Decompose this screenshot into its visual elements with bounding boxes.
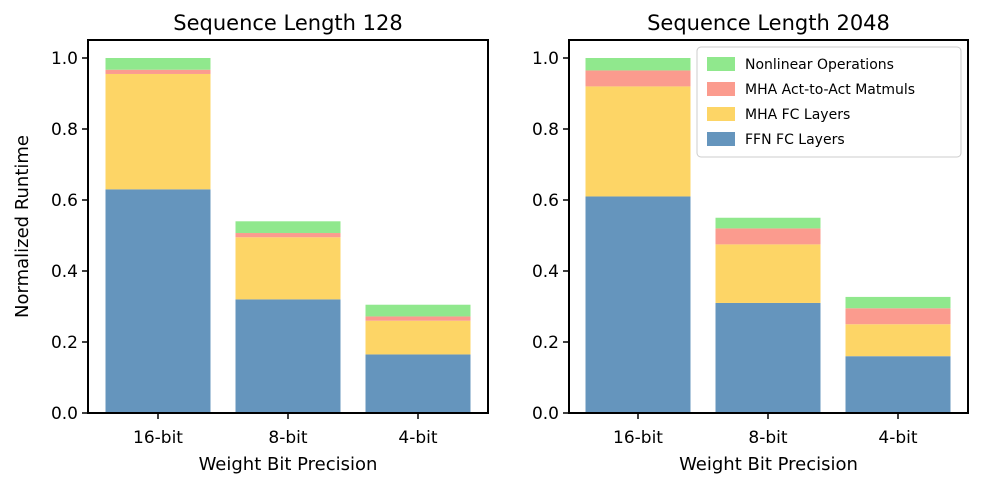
bar-8-bit-mha-fc-layers	[235, 237, 341, 300]
legend-label: FFN FC Layers	[745, 132, 845, 148]
bar-8-bit-ffn-fc-layers	[715, 302, 821, 413]
y-axis-label: Normalized Runtime	[12, 135, 33, 318]
x-tick-label: 4-bit	[398, 428, 437, 448]
y-tick-label: 0.8	[51, 120, 78, 140]
bar-8-bit-ffn-fc-layers	[235, 299, 341, 413]
x-tick-label: 16-bit	[133, 428, 183, 448]
y-tick-label: 0.2	[532, 333, 559, 353]
y-tick-label: 0.4	[532, 262, 559, 282]
bar-4-bit-ffn-fc-layers	[365, 354, 471, 413]
x-tick-label: 4-bit	[878, 428, 917, 448]
bar-8-bit-mha-fc-layers	[715, 244, 821, 303]
bar-4-bit-nonlinear-operations	[845, 296, 951, 309]
bar-16-bit-nonlinear-operations	[105, 58, 211, 70]
y-tick-label: 1.0	[51, 49, 78, 69]
x-axis-label: Weight Bit Precision	[199, 454, 378, 475]
bar-8-bit-mha-act-to-act-matmuls	[715, 228, 821, 245]
x-tick-label: 8-bit	[748, 428, 787, 448]
bar-4-bit-mha-act-to-act-matmuls	[845, 308, 951, 325]
x-axis-label: Weight Bit Precision	[679, 454, 858, 475]
legend-swatch	[707, 57, 735, 71]
bar-16-bit-mha-act-to-act-matmuls	[105, 69, 211, 74]
bar-16-bit-ffn-fc-layers	[105, 189, 211, 413]
y-tick-label: 0.4	[51, 262, 78, 282]
chart-panel-2: 0.0 0.2 0.4 0.6 0.8 1.0 16-bit 8-bit 4-bit Sequen…	[532, 11, 969, 475]
y-tick-label: 0.8	[532, 120, 559, 140]
bar-4-bit-mha-fc-layers	[845, 324, 951, 357]
bar-8-bit-nonlinear-operations	[235, 221, 341, 234]
bar-8-bit-nonlinear-operations	[715, 217, 821, 229]
chart-title: Sequence Length 2048	[647, 11, 890, 35]
y-tick-label: 0.6	[51, 191, 78, 211]
bar-4-bit-mha-fc-layers	[365, 320, 471, 355]
legend-label: Nonlinear Operations	[745, 57, 894, 73]
chart-title: Sequence Length 128	[173, 11, 402, 35]
y-tick-label: 0.2	[51, 333, 78, 353]
bar-16-bit-mha-act-to-act-matmuls	[585, 70, 691, 87]
legend-label: MHA Act-to-Act Matmuls	[745, 82, 915, 98]
bar-16-bit-ffn-fc-layers	[585, 196, 691, 413]
y-tick-label: 1.0	[532, 49, 559, 69]
chart-panel-1: 0.0 0.2 0.4 0.6 0.8 1.0 16-bit 8-bit 4-bit Sequen…	[12, 11, 489, 475]
y-tick-label: 0.6	[532, 191, 559, 211]
x-tick-label: 16-bit	[613, 428, 663, 448]
bar-16-bit-nonlinear-operations	[585, 58, 691, 71]
y-tick-label: 0.0	[532, 404, 559, 424]
legend-swatch	[707, 82, 735, 96]
legend-swatch	[707, 107, 735, 121]
y-tick-label: 0.0	[51, 404, 78, 424]
legend-label: MHA FC Layers	[745, 107, 850, 123]
bar-16-bit-mha-fc-layers	[105, 73, 211, 190]
bar-8-bit-mha-act-to-act-matmuls	[235, 233, 341, 238]
legend: Nonlinear Operations MHA Act-to-Act Matmu…	[696, 46, 962, 158]
bar-4-bit-mha-act-to-act-matmuls	[365, 316, 471, 321]
legend-swatch	[707, 132, 735, 146]
bar-16-bit-mha-fc-layers	[585, 86, 691, 197]
legend-box	[696, 46, 962, 158]
x-tick-label: 8-bit	[268, 428, 307, 448]
bar-4-bit-nonlinear-operations	[365, 304, 471, 317]
bar-4-bit-ffn-fc-layers	[845, 356, 951, 413]
